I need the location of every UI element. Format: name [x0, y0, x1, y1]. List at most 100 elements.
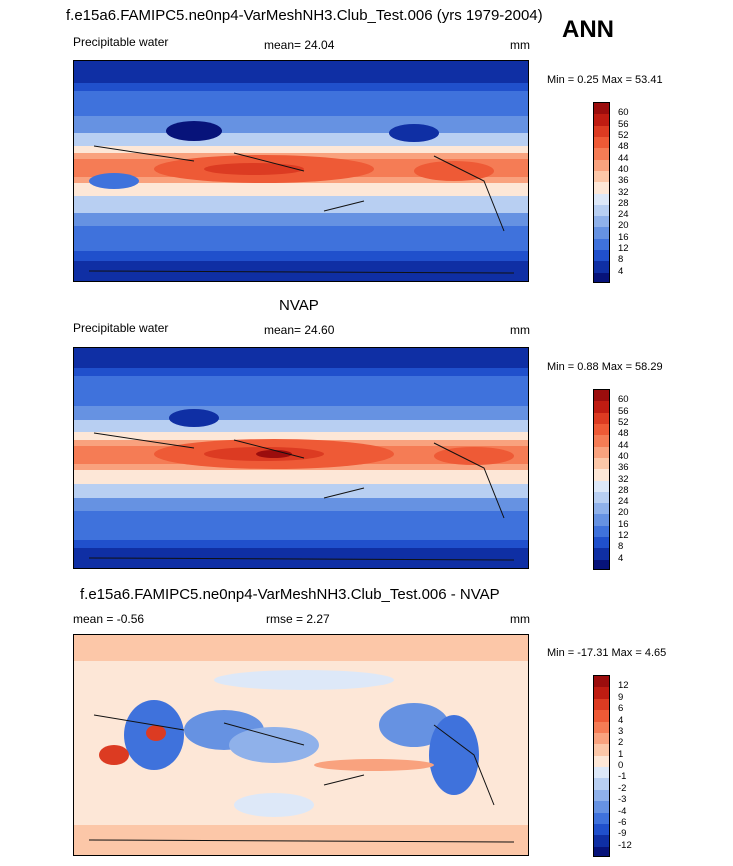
colorbar-segment	[594, 846, 609, 856]
colorbar-segment	[594, 744, 609, 756]
colorbar-tick-label: -12	[618, 839, 632, 851]
colorbar-tick-label: 4	[618, 265, 624, 277]
colorbar-tick-label: 8	[618, 541, 624, 553]
colorbar-tick-label: 36	[618, 462, 629, 474]
colorbar-tick-label: 24	[618, 496, 629, 508]
colorbar-segment	[594, 435, 609, 447]
colorbar-segment	[594, 125, 609, 137]
panel1-variable-label: Precipitable water	[73, 35, 169, 49]
colorbar-tick-label: 60	[618, 107, 629, 119]
panel1-map	[73, 60, 529, 282]
colorbar-segment	[594, 114, 609, 126]
panel1-map-field	[74, 61, 528, 281]
colorbar-segment	[594, 801, 609, 813]
colorbar-segment	[594, 480, 609, 492]
colorbar-segment	[594, 823, 609, 836]
colorbar-tick-label: 3	[618, 725, 624, 737]
colorbar-tick-label: 56	[618, 118, 629, 130]
colorbar-segment	[594, 778, 609, 790]
colorbar-tick-label: 52	[618, 416, 629, 428]
colorbar-tick-label: 12	[618, 530, 629, 542]
colorbar-tick-label: 16	[618, 518, 629, 530]
panel2-title: NVAP	[279, 297, 319, 314]
colorbar-tick-label: -6	[618, 816, 627, 828]
colorbar-tick-label: 9	[618, 691, 624, 703]
panel2-variable-label: Precipitable water	[73, 321, 169, 335]
panel1-minmax-label: Min = 0.25 Max = 53.41	[547, 74, 663, 86]
colorbar-segment	[594, 676, 609, 688]
colorbar-segment	[594, 390, 609, 402]
panel3-colorbar	[593, 675, 610, 857]
colorbar-segment	[594, 159, 609, 171]
panel2-units-label: mm	[510, 323, 530, 337]
colorbar-tick-label: 20	[618, 507, 629, 519]
colorbar-segment	[594, 503, 609, 515]
colorbar-segment	[594, 103, 609, 115]
colorbar-tick-label: 8	[618, 254, 624, 266]
panel3-rmse-label: rmse = 2.27	[266, 612, 330, 626]
colorbar-tick-label: -9	[618, 828, 627, 840]
colorbar-segment	[594, 710, 609, 722]
colorbar-segment	[594, 238, 609, 251]
colorbar-segment	[594, 835, 609, 847]
panel3-map	[73, 634, 529, 856]
colorbar-tick-label: -2	[618, 782, 627, 794]
colorbar-segment	[594, 525, 609, 538]
colorbar-tick-label: 56	[618, 405, 629, 417]
colorbar-tick-label: 60	[618, 394, 629, 406]
colorbar-segment	[594, 767, 609, 779]
panel3-title: f.e15a6.FAMIPC5.ne0np4-VarMeshNH3.Club_T…	[80, 586, 500, 603]
colorbar-tick-label: 48	[618, 141, 629, 153]
panel3-mean-label: mean = -0.56	[73, 612, 145, 626]
panel2-mean-label: mean= 24.60	[264, 323, 335, 337]
colorbar-tick-label: 4	[618, 714, 624, 726]
colorbar-tick-label: 44	[618, 439, 629, 451]
colorbar-segment	[594, 537, 609, 549]
colorbar-tick-label: -4	[618, 805, 627, 817]
colorbar-segment	[594, 559, 609, 569]
colorbar-tick-label: 36	[618, 175, 629, 187]
colorbar-segment	[594, 446, 609, 458]
colorbar-tick-label: 1	[618, 748, 624, 760]
colorbar-tick-label: 12	[618, 680, 629, 692]
panel2-map	[73, 347, 529, 569]
colorbar-tick-label: 24	[618, 209, 629, 221]
colorbar-segment	[594, 491, 609, 504]
colorbar-tick-label: 40	[618, 163, 629, 175]
colorbar-segment	[594, 182, 609, 194]
colorbar-tick-label: 40	[618, 450, 629, 462]
colorbar-segment	[594, 170, 609, 183]
colorbar-segment	[594, 789, 609, 802]
colorbar-segment	[594, 204, 609, 217]
panel1-mean-label: mean= 24.04	[264, 38, 335, 52]
colorbar-segment	[594, 423, 609, 436]
colorbar-tick-label: 12	[618, 243, 629, 255]
colorbar-tick-label: 28	[618, 197, 629, 209]
colorbar-segment	[594, 250, 609, 262]
colorbar-tick-label: 4	[618, 552, 624, 564]
colorbar-segment	[594, 698, 609, 711]
colorbar-segment	[594, 755, 609, 767]
colorbar-segment	[594, 732, 609, 745]
colorbar-segment	[594, 412, 609, 424]
panel2-minmax-label: Min = 0.88 Max = 58.29	[547, 361, 663, 373]
colorbar-segment	[594, 136, 609, 149]
colorbar-tick-label: -3	[618, 794, 627, 806]
panel1-units-label: mm	[510, 38, 530, 52]
colorbar-segment	[594, 216, 609, 228]
colorbar-tick-label: 0	[618, 760, 624, 771]
colorbar-tick-label: 32	[618, 473, 629, 485]
season-label: ANN	[562, 16, 614, 43]
colorbar-tick-label: 32	[618, 186, 629, 198]
colorbar-segment	[594, 514, 609, 526]
panel3-map-field	[74, 635, 528, 855]
colorbar-tick-label: -1	[618, 771, 627, 783]
panel3-units-label: mm	[510, 612, 530, 626]
colorbar-segment	[594, 469, 609, 481]
colorbar-segment	[594, 721, 609, 733]
colorbar-segment	[594, 261, 609, 273]
colorbar-segment	[594, 272, 609, 282]
panel2-colorbar	[593, 389, 610, 570]
colorbar-tick-label: 20	[618, 220, 629, 232]
colorbar-segment	[594, 401, 609, 413]
